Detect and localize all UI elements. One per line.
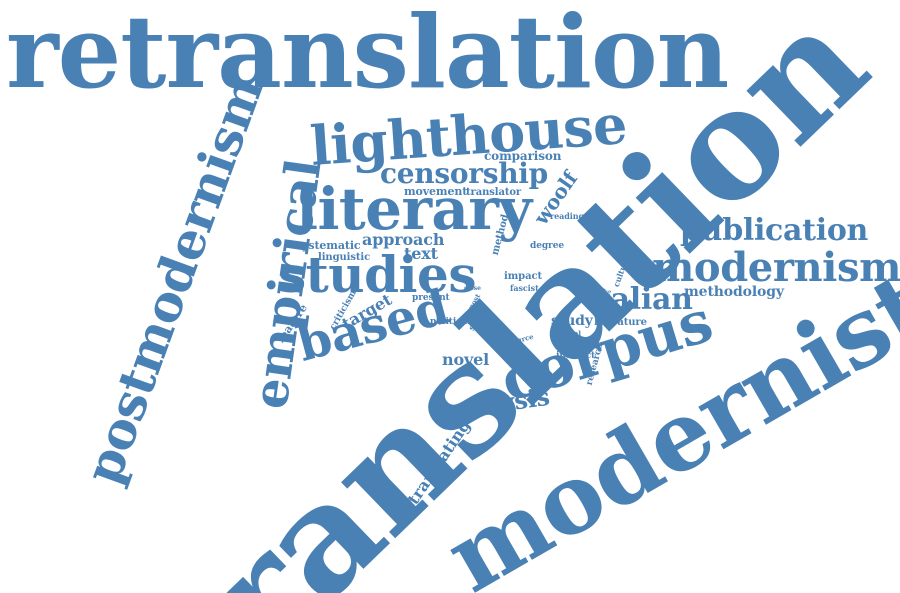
word-lexical: lexical — [556, 330, 581, 337]
word-case: case — [599, 290, 611, 295]
word-degree: degree — [530, 242, 564, 251]
word-linguistic: linguistic — [318, 253, 370, 263]
word-novel: novel — [442, 352, 489, 368]
word-comparison: comparison — [484, 150, 561, 162]
word-movement: movement — [404, 186, 467, 197]
word-translator: translator — [466, 188, 521, 198]
word-postmodernism: postmodernism — [78, 70, 272, 490]
word-censorship: censorship — [380, 160, 548, 188]
word-retranslation: retranslation — [6, 2, 728, 102]
word-publication: publication — [680, 216, 868, 246]
word-systematic: systematic — [296, 240, 360, 251]
word-indirect: indirect — [556, 352, 595, 361]
word-impact: impact — [504, 272, 542, 282]
word-fascist: fascist — [510, 284, 539, 292]
word-methodology: methodology — [684, 285, 784, 299]
word-close: close — [464, 286, 481, 292]
word-text: text — [404, 246, 438, 262]
word-present: present — [412, 294, 450, 303]
word-political: political — [430, 318, 471, 327]
word-literature: literature — [594, 318, 647, 328]
word-study: study — [551, 314, 593, 328]
word-reading: reading — [550, 212, 584, 220]
